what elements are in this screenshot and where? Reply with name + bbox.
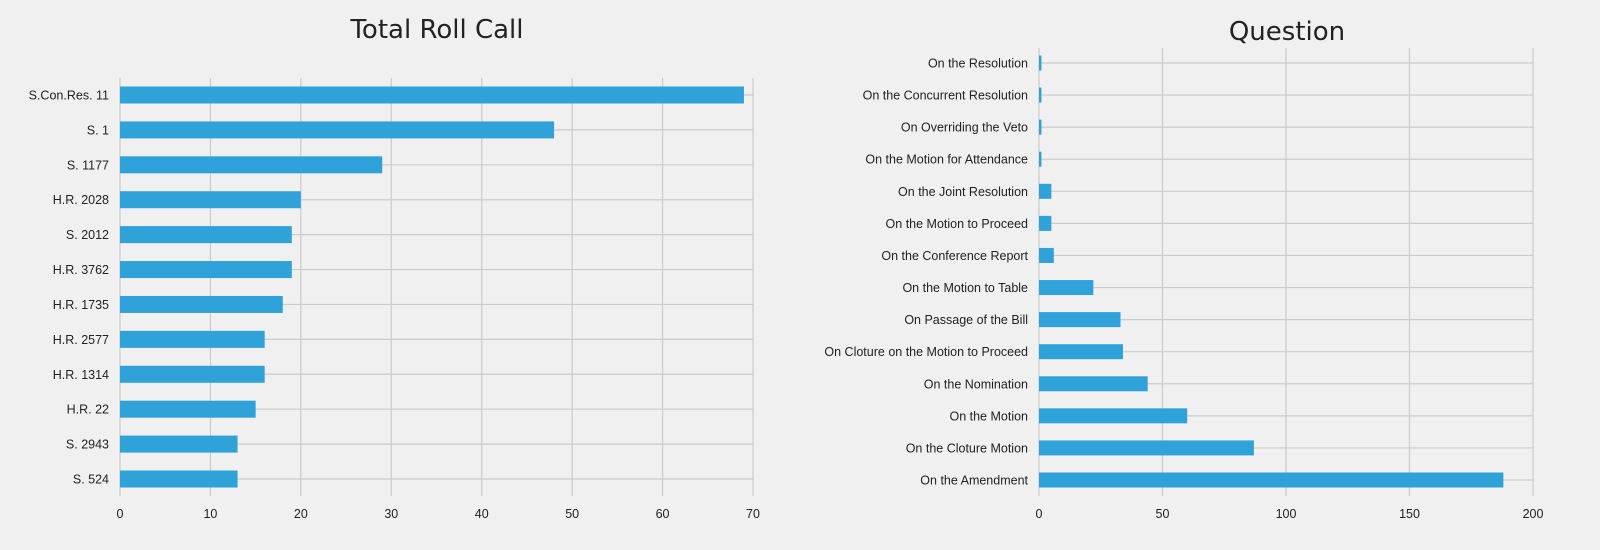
x-tick-label: 60 <box>656 507 670 521</box>
y-tick-label: H.R. 22 <box>67 403 109 417</box>
bar <box>120 365 265 383</box>
bar <box>120 435 238 453</box>
bar <box>120 86 744 104</box>
bar <box>120 191 301 209</box>
bar <box>120 226 292 244</box>
y-tick-label: On the Concurrent Resolution <box>863 89 1028 103</box>
y-tick-label: H.R. 3762 <box>53 263 109 277</box>
bar <box>120 400 256 418</box>
x-tick-label: 70 <box>746 507 760 521</box>
x-tick-label: 0 <box>117 507 124 521</box>
bar <box>1039 408 1188 424</box>
x-tick-label: 30 <box>384 507 398 521</box>
y-tick-label: On the Joint Resolution <box>898 185 1028 199</box>
y-tick-label: On the Resolution <box>928 57 1028 71</box>
y-tick-label: On the Motion to Table <box>902 281 1028 295</box>
x-tick-label: 20 <box>294 507 308 521</box>
bar <box>1039 247 1054 263</box>
bar <box>120 121 555 139</box>
bar <box>1039 376 1148 392</box>
y-tick-label: On the Amendment <box>920 474 1028 488</box>
y-tick-label: S. 524 <box>73 473 109 487</box>
bar <box>1039 151 1042 167</box>
bar <box>1039 440 1254 456</box>
y-tick-label: On the Motion <box>949 409 1028 423</box>
y-tick-label: On Cloture on the Motion to Proceed <box>824 345 1028 359</box>
question-chart: Question 0 50 100 150 200 On the Resolution On… <box>824 17 1543 521</box>
bar <box>120 330 265 348</box>
bar <box>1039 87 1042 103</box>
y-tick-label: S. 1177 <box>67 158 109 172</box>
bar <box>1039 280 1094 296</box>
x-tick-label: 50 <box>1156 507 1170 521</box>
y-tick-label: S. 2943 <box>66 438 109 452</box>
bar <box>1039 472 1504 488</box>
y-tick-label: On the Motion to Proceed <box>886 217 1028 231</box>
bar <box>120 156 383 174</box>
x-tick-label: 50 <box>565 507 579 521</box>
y-tick-label: H.R. 1735 <box>53 298 109 312</box>
bar <box>1039 183 1052 199</box>
bar <box>1039 215 1052 231</box>
chart-title: Total Roll Call <box>349 15 523 45</box>
bar <box>1039 119 1042 135</box>
y-tick-label: H.R. 1314 <box>53 368 109 382</box>
chart-title: Question <box>1229 17 1345 47</box>
bar <box>1039 312 1121 328</box>
y-tick-label: On Overriding the Veto <box>901 121 1028 135</box>
y-tick-label: On the Motion for Attendance <box>865 153 1028 167</box>
x-tick-label: 100 <box>1276 507 1297 521</box>
y-tick-label: H.R. 2577 <box>53 333 109 347</box>
y-tick-label: On the Cloture Motion <box>906 441 1028 455</box>
bar <box>120 295 283 313</box>
bar <box>1039 344 1123 360</box>
y-tick-label: On the Nomination <box>924 377 1028 391</box>
y-tick-label: On the Conference Report <box>881 249 1028 263</box>
x-tick-label: 200 <box>1523 507 1544 521</box>
bar <box>1039 55 1042 71</box>
bar <box>120 261 292 279</box>
y-tick-label: S. 2012 <box>66 228 109 242</box>
y-tick-label: On Passage of the Bill <box>904 313 1028 327</box>
bar <box>120 470 238 488</box>
x-tick-label: 0 <box>1036 507 1043 521</box>
total-roll-call-chart: Total Roll Call 0 10 20 30 40 50 60 70 S.Con.Res… <box>29 15 760 521</box>
y-tick-label: S. 1 <box>87 123 109 137</box>
x-tick-label: 40 <box>475 507 489 521</box>
x-tick-label: 150 <box>1399 507 1420 521</box>
y-tick-label: S.Con.Res. 11 <box>29 89 109 103</box>
x-tick-label: 10 <box>203 507 217 521</box>
y-tick-label: H.R. 2028 <box>53 193 109 207</box>
